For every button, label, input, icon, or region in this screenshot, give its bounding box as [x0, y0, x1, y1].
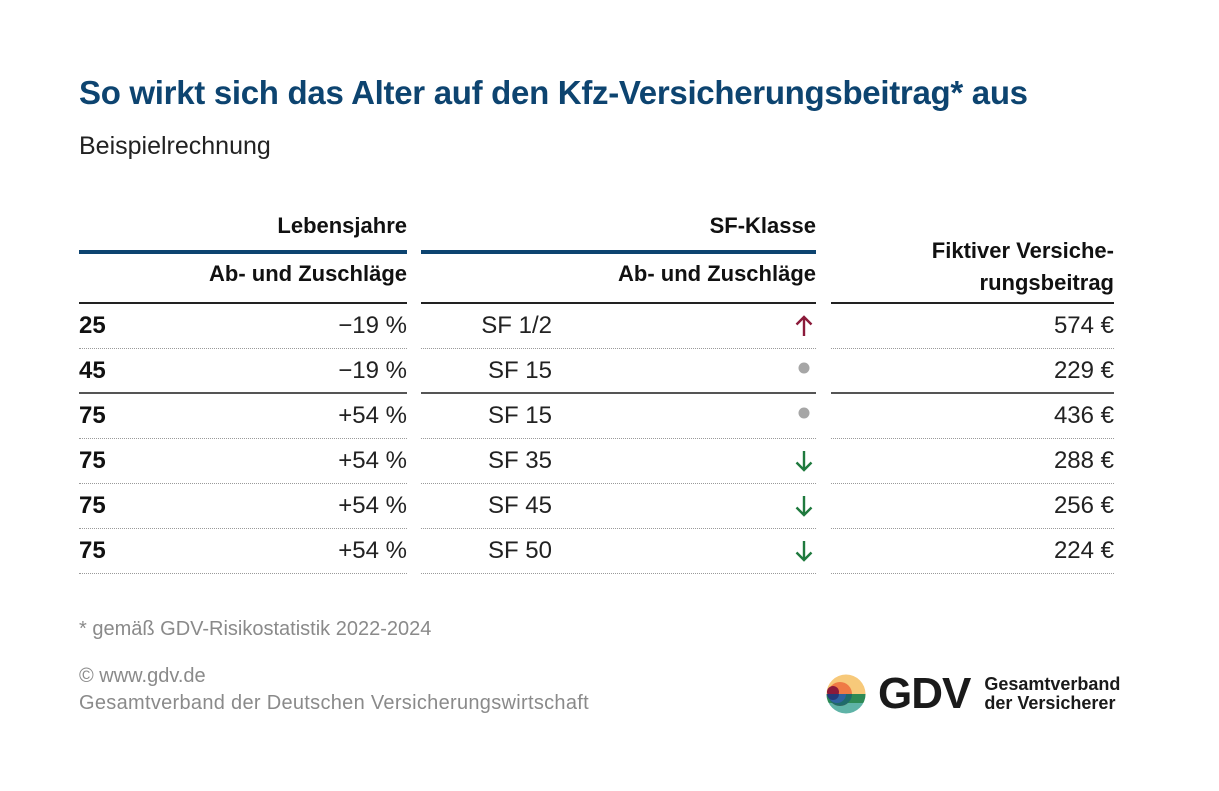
table-row: 288 € [831, 439, 1114, 484]
age-adjustment-value: −19 % [338, 312, 407, 339]
logo-line1: Gesamtverband [984, 674, 1121, 694]
premium-value: 229 € [1053, 357, 1114, 384]
age-sub-header: Ab- und Zuschläge [209, 261, 407, 286]
premium-value: 256 € [1053, 492, 1114, 519]
gdv-logo-mark-icon [826, 674, 866, 714]
header-rule [79, 302, 407, 304]
age-adjustment-value: −19 % [338, 357, 407, 384]
arrow-up-icon [795, 315, 813, 336]
dot-icon [798, 362, 810, 374]
premium-value: 436 € [1053, 402, 1114, 429]
sf-rows: SF 1/2 SF 15 SF 15 SF 35 SF 45 SF 50 [421, 304, 816, 574]
table-row: SF 45 [421, 484, 816, 529]
page-subtitle: Beispielrechnung [79, 132, 271, 160]
table-row: 224 € [831, 529, 1114, 574]
premium-value: 224 € [1053, 537, 1114, 564]
header-rule [421, 302, 816, 304]
table-row: 229 € [831, 349, 1114, 394]
table-row: SF 35 [421, 439, 816, 484]
age-group-rule [79, 250, 407, 254]
sf-class-value: SF 50 [487, 537, 552, 564]
premium-value: 574 € [1053, 312, 1114, 339]
age-rows: 25 −19 % 45 −19 % 75 +54 % 75 +54 % 75 +54 % 75 +54… [79, 304, 407, 574]
organization-name: Gesamtverband der Deutschen Versicherung… [79, 692, 589, 714]
table-row: SF 15 [421, 349, 816, 394]
table-row: 436 € [831, 394, 1114, 439]
age-adjustment-value: +54 % [338, 492, 407, 519]
gdv-logo-text: Gesamtverband der Versicherer [984, 675, 1120, 713]
table-row: 75 +54 % [79, 394, 407, 439]
premium-value: 288 € [1053, 447, 1114, 474]
table-row: 75 +54 % [79, 529, 407, 574]
sf-class-value: SF 45 [487, 492, 552, 519]
gdv-wordmark: GDV [878, 669, 971, 718]
sf-group-header: SF-Klasse [709, 213, 816, 238]
premium-header: Fiktiver Versiche- rungsbeitrag [932, 235, 1114, 299]
age-value: 75 [79, 537, 106, 564]
age-value: 75 [79, 402, 106, 429]
age-value: 45 [79, 357, 106, 384]
table-row: 256 € [831, 484, 1114, 529]
header-rule [831, 302, 1114, 304]
age-adjustment-value: +54 % [338, 402, 407, 429]
table-row: 574 € [831, 304, 1114, 349]
age-adjustment-value: +54 % [338, 537, 407, 564]
arrow-down-icon [795, 541, 813, 562]
age-value: 75 [79, 447, 106, 474]
table-row: SF 50 [421, 529, 816, 574]
premium-header-line1: Fiktiver Versiche- [931, 238, 1114, 263]
sf-class-value: SF 1/2 [481, 312, 552, 339]
arrow-down-icon [795, 451, 813, 472]
footnote: * gemäß GDV-Risikostatistik 2022-2024 [79, 618, 432, 640]
age-group-header: Lebensjahre [277, 213, 407, 238]
page-title: So wirkt sich das Alter auf den Kfz-Vers… [79, 74, 1028, 111]
sf-sub-header: Ab- und Zuschläge [618, 261, 816, 286]
sf-class-value: SF 15 [487, 357, 552, 384]
arrow-down-icon [795, 496, 813, 517]
premium-rows: 574 € 229 € 436 € 288 € 256 € 224 € [831, 304, 1114, 574]
sf-class-value: SF 35 [487, 447, 552, 474]
table-row: SF 15 [421, 394, 816, 439]
premium-header-line2: rungsbeitrag [979, 270, 1114, 295]
gdv-logo: GDV Gesamtverband der Versicherer [826, 669, 1120, 718]
table-row: 75 +54 % [79, 484, 407, 529]
age-value: 75 [79, 492, 106, 519]
dot-icon [798, 407, 810, 419]
copyright-link[interactable]: © www.gdv.de [79, 665, 206, 687]
sf-class-value: SF 15 [487, 402, 552, 429]
table-row: SF 1/2 [421, 304, 816, 349]
table-row: 45 −19 % [79, 349, 407, 394]
age-adjustment-value: +54 % [338, 447, 407, 474]
logo-line2: der Versicherer [984, 693, 1116, 713]
age-value: 25 [79, 312, 106, 339]
table-row: 75 +54 % [79, 439, 407, 484]
sf-group-rule [421, 250, 816, 254]
table-row: 25 −19 % [79, 304, 407, 349]
